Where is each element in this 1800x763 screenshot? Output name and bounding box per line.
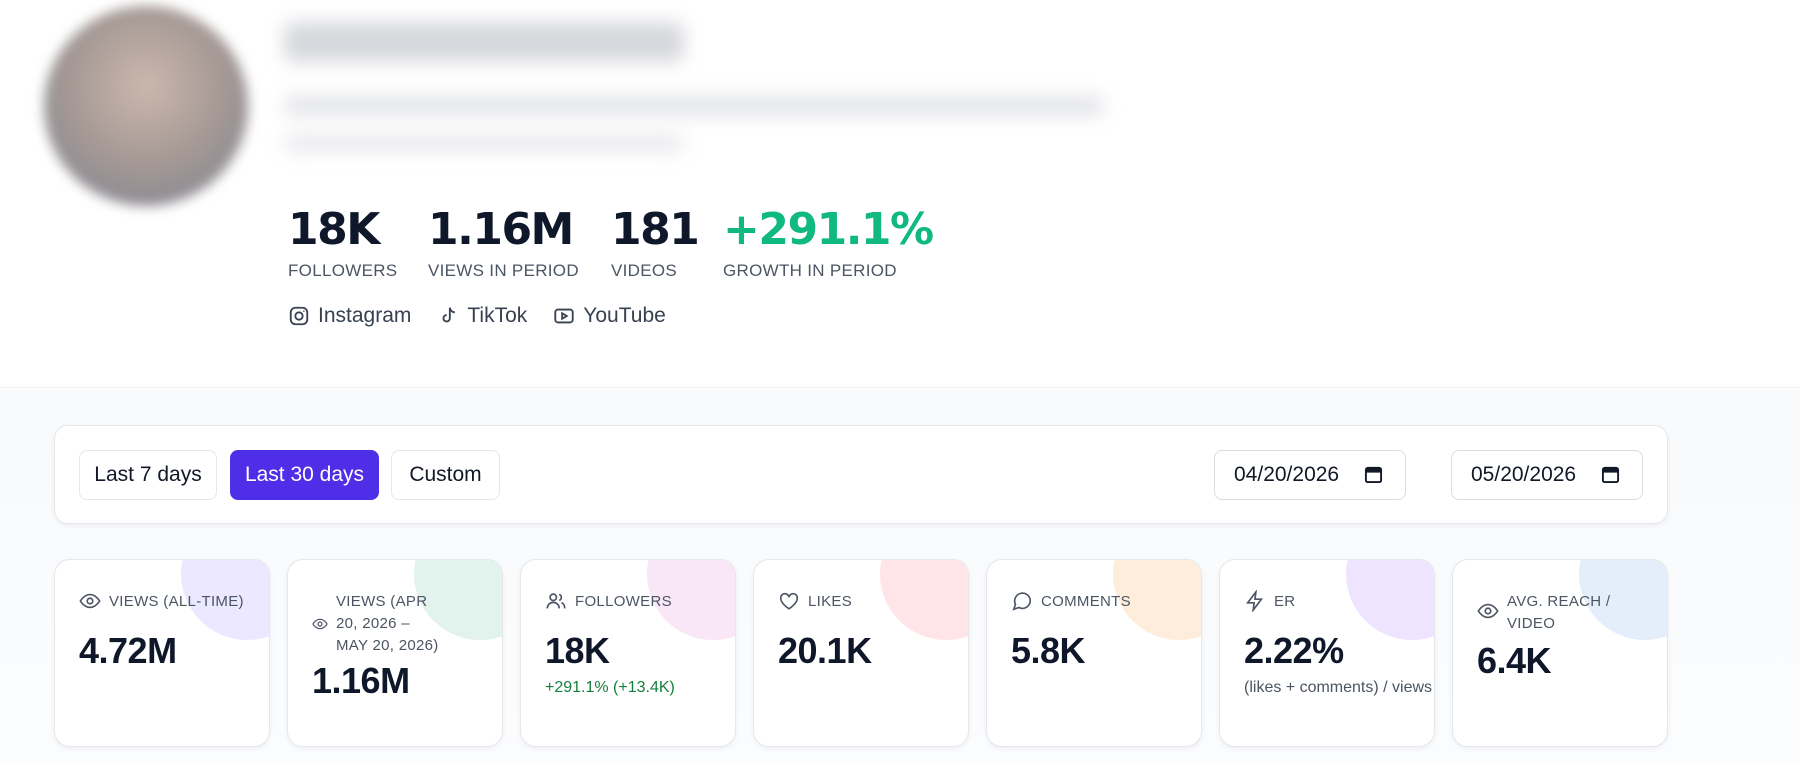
platform-instagram[interactable]: Instagram [288, 304, 411, 328]
platform-links: Instagram TikTok YouTube [288, 304, 666, 328]
platform-youtube[interactable]: YouTube [553, 304, 666, 328]
metric-label: VIEWS (ALL-TIME) [109, 593, 244, 610]
instagram-icon [289, 306, 309, 326]
stat-label: VIEWS IN PERIOD [428, 261, 579, 280]
profile-bio-redacted [284, 96, 1104, 116]
avatar [44, 6, 248, 206]
metric-growth: +291.1% (+13.4K) [545, 679, 675, 696]
metric-value: 1.16M [312, 660, 410, 701]
date-range-filter: Last 7 days Last 30 days Custom 04/20/20… [54, 425, 1668, 524]
metric-label: FOLLOWERS [575, 593, 672, 610]
metric-value: 20.1K [778, 630, 872, 671]
youtube-icon [554, 308, 574, 324]
heart-icon [779, 592, 799, 610]
tiktok-icon [442, 307, 456, 323]
metric-card-likes: LIKES 20.1K [753, 559, 969, 747]
eye-icon [312, 618, 328, 630]
users-icon [546, 593, 566, 609]
profile-name-redacted [284, 22, 684, 62]
platform-tiktok[interactable]: TikTok [437, 304, 527, 328]
range-last-7-days-button[interactable]: Last 7 days [79, 450, 217, 500]
stat-label: FOLLOWERS [288, 261, 398, 280]
metric-card-comments: COMMENTS 5.8K [986, 559, 1202, 747]
metric-label: VIEWS (APR 20, 2026 – MAY 20, 2026) [336, 593, 439, 654]
range-last-30-days-button[interactable]: Last 30 days [230, 450, 379, 500]
start-date-input[interactable]: 04/20/2026 [1214, 450, 1406, 500]
stat-value: +291.1% [723, 204, 934, 255]
platform-label: Instagram [318, 304, 412, 327]
stat-views-in-period: 1.16M VIEWS IN PERIOD [428, 204, 579, 281]
profile-header: 18K FOLLOWERS 1.16M VIEWS IN PERIOD 181 … [0, 6, 1800, 388]
stat-followers: 18K FOLLOWERS [288, 204, 397, 281]
metric-label: AVG. REACH / VIDEO [1507, 593, 1611, 632]
stat-label: GROWTH IN PERIOD [723, 261, 897, 280]
stat-value: 18K [288, 204, 380, 255]
start-date-value: 04/20/2026 [1234, 463, 1340, 486]
profile-bio-redacted-line2 [284, 134, 684, 152]
metric-card-views-all-time: VIEWS (ALL-TIME) 4.72M [54, 559, 270, 747]
end-date-input[interactable]: 05/20/2026 [1451, 450, 1643, 500]
metric-card-avg-reach: AVG. REACH / VIDEO 6.4K [1452, 559, 1668, 747]
stat-value: 1.16M [428, 204, 574, 255]
metric-value: 2.22% [1244, 630, 1344, 671]
metric-label: ER [1274, 593, 1296, 610]
stat-videos: 181 VIDEOS [611, 204, 700, 281]
metric-card-engagement-rate: ER 2.22% (likes + comments) / views [1219, 559, 1435, 747]
metric-value: 4.72M [79, 630, 177, 671]
metric-card-views-in-period: VIEWS (APR 20, 2026 – MAY 20, 2026) 1.16… [287, 559, 503, 747]
stat-value: 181 [611, 204, 700, 255]
platform-label: TikTok [467, 304, 528, 327]
metric-label: LIKES [808, 593, 853, 610]
metric-formula: (likes + comments) / views [1244, 679, 1433, 696]
stat-growth: +291.1% GROWTH IN PERIOD [723, 204, 934, 281]
calendar-icon[interactable] [1364, 465, 1383, 484]
metric-value: 18K [545, 630, 610, 671]
comment-icon [1012, 592, 1032, 611]
calendar-icon[interactable] [1601, 465, 1620, 484]
metric-label: COMMENTS [1041, 593, 1131, 610]
eye-icon [1477, 603, 1499, 619]
eye-icon [79, 593, 101, 609]
range-custom-button[interactable]: Custom [391, 450, 500, 500]
end-date-value: 05/20/2026 [1471, 463, 1577, 486]
stat-label: VIDEOS [611, 261, 678, 280]
metric-card-followers: FOLLOWERS 18K +291.1% (+13.4K) [520, 559, 736, 747]
metric-value: 5.8K [1011, 630, 1086, 671]
platform-label: YouTube [583, 304, 666, 327]
metric-value: 6.4K [1477, 640, 1552, 681]
bolt-icon [1246, 590, 1264, 612]
